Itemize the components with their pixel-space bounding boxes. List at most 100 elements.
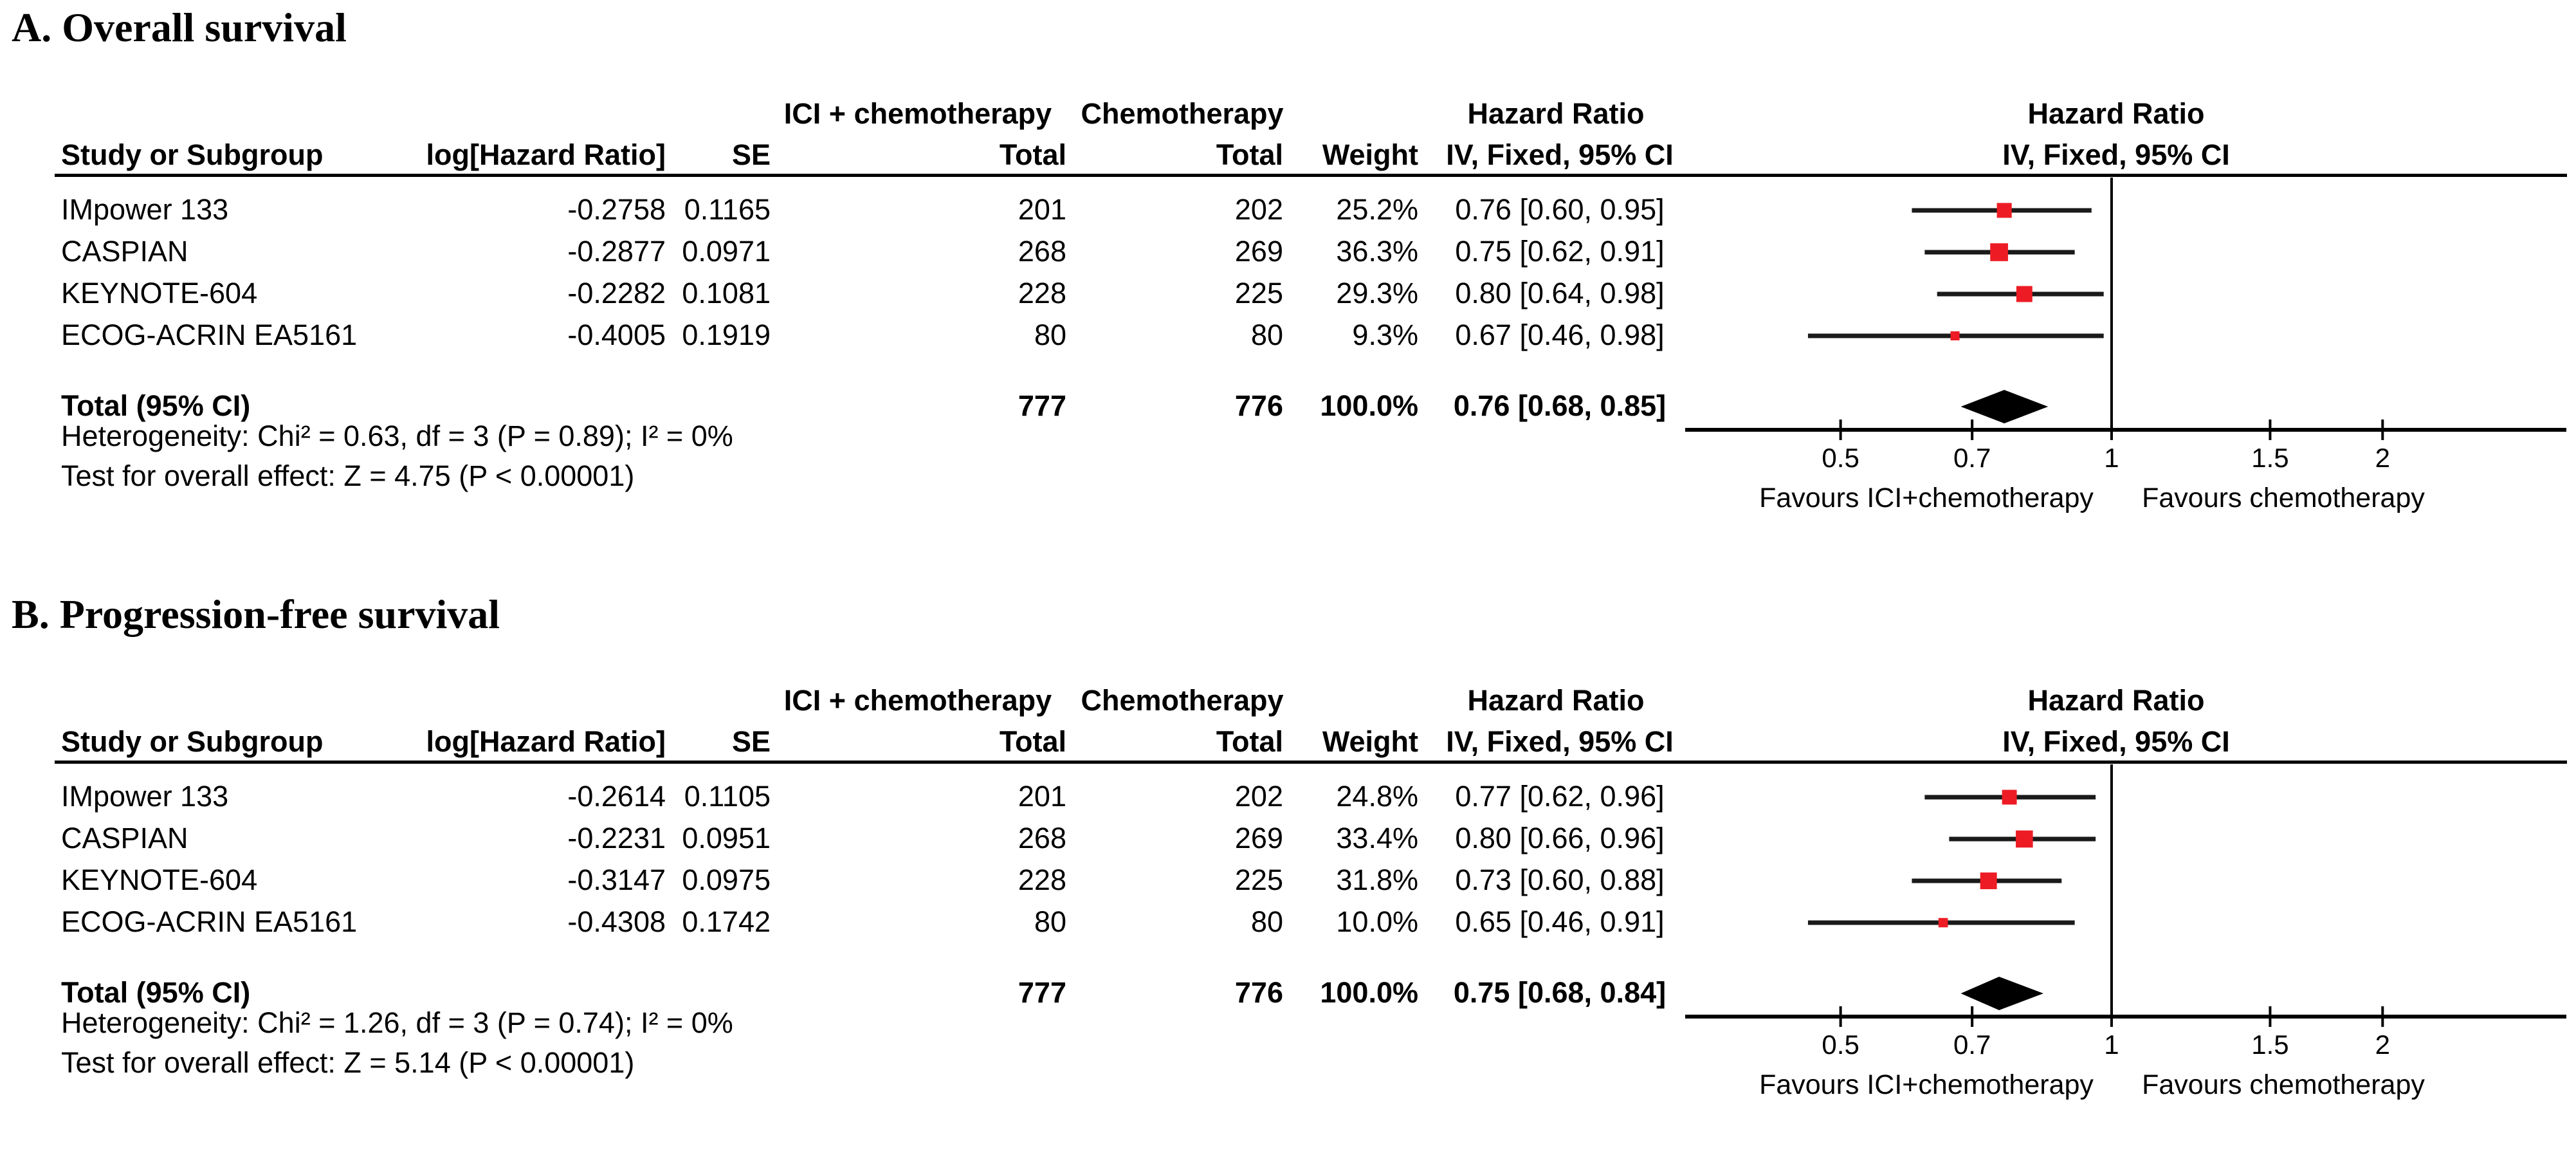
column-header-ci-method: IV, Fixed, 95% CI <box>1446 725 1674 758</box>
axis-tick-label: 1.5 <box>2251 1029 2288 1060</box>
total-ici-value: 777 <box>1018 976 1066 1009</box>
ici-total-value: 80 <box>1034 905 1066 938</box>
column-header-chemo-total: Total <box>1216 138 1283 171</box>
axis-tick-label: 0.7 <box>1953 1029 1991 1060</box>
axis-tick-label: 0.5 <box>1822 1029 1859 1060</box>
column-group-hazard-ratio: Hazard Ratio <box>1467 684 1645 717</box>
study-name: IMpower 133 <box>61 780 229 813</box>
study-name: KEYNOTE-604 <box>61 277 258 309</box>
column-header-study: Study or Subgroup <box>61 138 324 171</box>
log-hazard-ratio-value: -0.2614 <box>567 780 666 813</box>
hr-ci-value: 0.77 [0.62, 0.96] <box>1455 780 1665 813</box>
chemo-total-value: 202 <box>1234 780 1283 813</box>
table-row: KEYNOTE-604 -0.3147 0.0975 228 225 31.8%… <box>0 859 2576 901</box>
column-header-se: SE <box>731 138 771 171</box>
se-value: 0.0975 <box>682 863 771 896</box>
chemo-total-value: 225 <box>1234 277 1283 309</box>
plot-header-ci-method: IV, Fixed, 95% CI <box>2002 138 2230 171</box>
total-ici-value: 777 <box>1018 389 1066 422</box>
study-rows: IMpower 133 -0.2614 0.1105 201 202 24.8%… <box>0 775 2576 943</box>
header-divider <box>55 174 2567 177</box>
table-row: ECOG-ACRIN EA5161 -0.4005 0.1919 80 80 9… <box>0 314 2576 356</box>
table-row: CASPIAN -0.2231 0.0951 268 269 33.4% 0.8… <box>0 817 2576 859</box>
favours-left-label: Favours ICI+chemotherapy <box>1759 1069 2094 1100</box>
favours-right-label: Favours chemotherapy <box>2142 1069 2425 1100</box>
hr-ci-value: 0.75 [0.62, 0.91] <box>1455 235 1665 268</box>
panel-title: A. Overall survival <box>12 5 347 50</box>
study-name: KEYNOTE-604 <box>61 863 258 896</box>
favours-right-label: Favours chemotherapy <box>2142 483 2425 513</box>
column-group-ici-chemotherapy: ICI + chemotherapy <box>783 97 1052 130</box>
total-weight-value: 100.0% <box>1320 389 1418 422</box>
column-group-chemotherapy: Chemotherapy <box>1081 97 1284 130</box>
effect-marker <box>2016 830 2033 848</box>
chemo-total-value: 80 <box>1250 318 1283 351</box>
study-rows: IMpower 133 -0.2758 0.1165 201 202 25.2%… <box>0 189 2576 356</box>
plot-group-hazard-ratio: Hazard Ratio <box>2027 684 2205 717</box>
study-name: ECOG-ACRIN EA5161 <box>61 905 358 938</box>
table-row: CASPIAN -0.2877 0.0971 268 269 36.3% 0.7… <box>0 230 2576 272</box>
ici-total-value: 228 <box>1018 277 1066 309</box>
effect-marker <box>1950 331 1960 341</box>
effect-marker <box>1980 872 1997 889</box>
pooled-effect-diamond <box>1960 977 2043 1010</box>
ici-total-value: 201 <box>1018 780 1066 813</box>
header-divider <box>55 761 2567 764</box>
panel-progression-free-survival: B. Progression-free survival ICI + chemo… <box>0 587 2576 1153</box>
se-value: 0.1081 <box>682 277 771 309</box>
hr-ci-value: 0.73 [0.60, 0.88] <box>1455 863 1665 896</box>
total-hr-ci-value: 0.76 [0.68, 0.85] <box>1453 389 1667 422</box>
chemo-total-value: 269 <box>1234 822 1283 854</box>
weight-value: 33.4% <box>1336 822 1418 854</box>
axis-tick-label: 1 <box>2104 443 2119 473</box>
axis-tick-label: 2 <box>2375 443 2390 473</box>
heterogeneity-text: Heterogeneity: Chi² = 0.63, df = 3 (P = … <box>61 420 733 452</box>
column-header-weight: Weight <box>1322 725 1418 758</box>
overall-effect-text: Test for overall effect: Z = 5.14 (P < 0… <box>61 1046 635 1079</box>
table-row: ECOG-ACRIN EA5161 -0.4308 0.1742 80 80 1… <box>0 901 2576 943</box>
column-header-loghr: log[Hazard Ratio] <box>426 138 666 171</box>
total-label: Total (95% CI) <box>61 976 251 1009</box>
table-row: KEYNOTE-604 -0.2282 0.1081 228 225 29.3%… <box>0 272 2576 314</box>
weight-value: 9.3% <box>1352 318 1418 351</box>
axis-tick-label: 1 <box>2104 1029 2119 1060</box>
column-header-loghr: log[Hazard Ratio] <box>426 725 666 758</box>
log-hazard-ratio-value: -0.2758 <box>567 193 666 226</box>
panel-overall-survival: A. Overall survival ICI + chemotherapy C… <box>0 0 2576 566</box>
overall-effect-text: Test for overall effect: Z = 4.75 (P < 0… <box>61 459 635 492</box>
log-hazard-ratio-value: -0.4308 <box>567 905 666 938</box>
column-group-hazard-ratio: Hazard Ratio <box>1467 97 1645 130</box>
se-value: 0.0971 <box>682 235 771 268</box>
forest-plot: 0.5 0.7 1 1.5 2 Favours ICI+chemotherapy Favou… <box>1685 178 2566 513</box>
table-row: IMpower 133 -0.2614 0.1105 201 202 24.8%… <box>0 775 2576 817</box>
effect-marker <box>1938 918 1948 928</box>
ici-total-value: 80 <box>1034 318 1066 351</box>
study-name: IMpower 133 <box>61 193 229 226</box>
chemo-total-value: 269 <box>1234 235 1283 268</box>
hr-ci-value: 0.65 [0.46, 0.91] <box>1455 905 1665 938</box>
weight-value: 24.8% <box>1336 780 1418 813</box>
weight-value: 31.8% <box>1336 863 1418 896</box>
column-header-ici-total: Total <box>999 138 1066 171</box>
total-row: Total (95% CI) 777 776 100.0% 0.76 [0.68… <box>0 385 2576 427</box>
panel-title: B. Progression-free survival <box>12 591 500 637</box>
column-header-study: Study or Subgroup <box>61 725 324 758</box>
se-value: 0.1165 <box>684 193 771 226</box>
pooled-effect-diamond <box>1960 390 2049 423</box>
log-hazard-ratio-value: -0.2282 <box>567 277 666 309</box>
study-name: CASPIAN <box>61 822 188 854</box>
total-hr-ci-value: 0.75 [0.68, 0.84] <box>1453 976 1667 1009</box>
log-hazard-ratio-value: -0.2877 <box>567 235 666 268</box>
column-header-ici-total: Total <box>999 725 1066 758</box>
total-label: Total (95% CI) <box>61 389 251 422</box>
total-chemo-value: 776 <box>1234 389 1283 422</box>
column-header-se: SE <box>731 725 771 758</box>
chemo-total-value: 80 <box>1250 905 1283 938</box>
axis-tick-label: 0.5 <box>1822 443 1859 473</box>
column-group-ici-chemotherapy: ICI + chemotherapy <box>783 684 1052 717</box>
chemo-total-value: 202 <box>1234 193 1283 226</box>
ici-total-value: 228 <box>1018 863 1066 896</box>
hr-ci-value: 0.67 [0.46, 0.98] <box>1455 318 1665 351</box>
plot-group-hazard-ratio: Hazard Ratio <box>2027 97 2205 130</box>
